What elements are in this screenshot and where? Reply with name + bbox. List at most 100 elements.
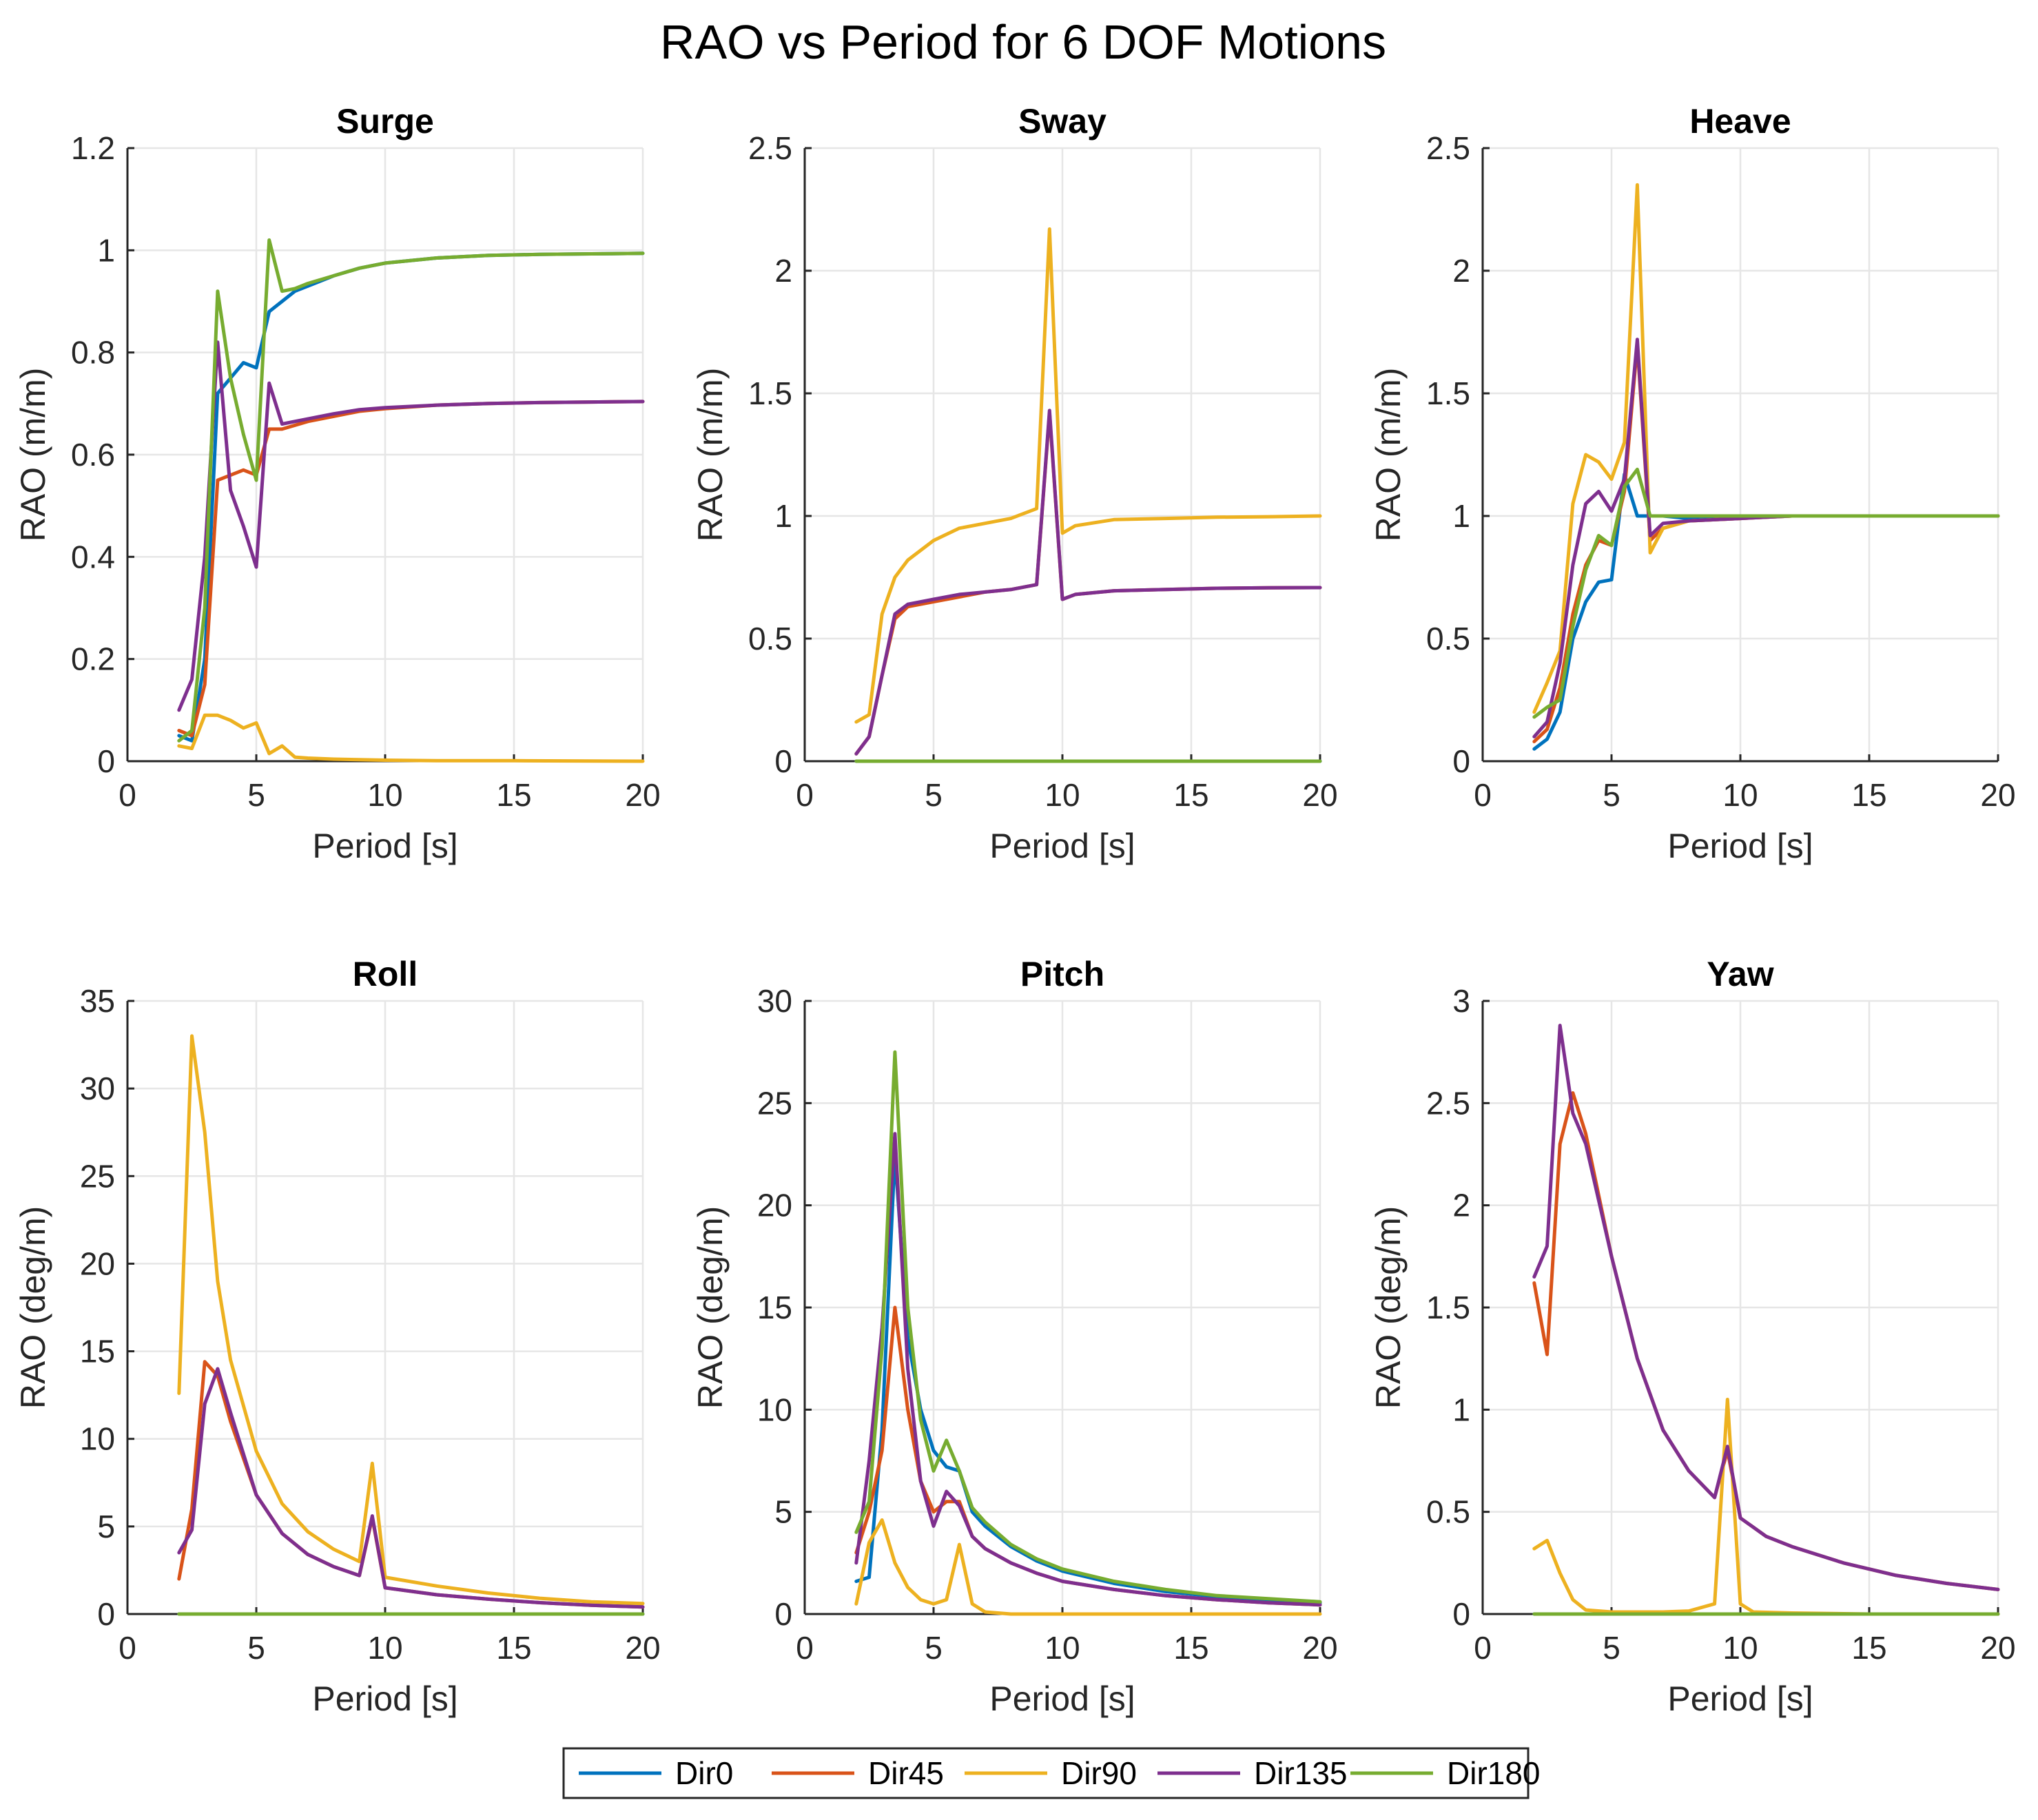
yaw-y-tick-label: 0 — [1452, 1596, 1470, 1632]
surge-y-tick-label: 0 — [97, 743, 115, 779]
roll-y-tick-label: 15 — [80, 1334, 115, 1369]
roll-series-dir135 — [177, 1367, 645, 1609]
sway-y-axis-label: RAO (m/m) — [691, 368, 730, 542]
pitch-x-tick-label: 0 — [796, 1630, 814, 1666]
yaw-y-tick-label: 2.5 — [1426, 1085, 1470, 1121]
figure-title: RAO vs Period for 6 DOF Motions — [660, 15, 1386, 69]
sway-y-tick-label: 2 — [774, 253, 792, 289]
pitch-x-axis-label: Period [s] — [989, 1679, 1135, 1718]
pitch-y-tick-label: 20 — [757, 1188, 792, 1223]
heave-y-axis-label: RAO (m/m) — [1369, 368, 1408, 542]
heave-x-tick-label: 10 — [1722, 777, 1758, 813]
yaw-series-dir135 — [1532, 1024, 2000, 1591]
pitch-series-dir135 — [854, 1132, 1322, 1607]
yaw-y-tick-label: 0.5 — [1426, 1494, 1470, 1530]
roll-y-axis-label: RAO (deg/m) — [14, 1206, 52, 1409]
surge-y-axis-label: RAO (m/m) — [14, 368, 52, 542]
sway-x-tick-label: 0 — [796, 777, 814, 813]
subplot-heave: Heave 0 5 10 15 20 0 0.5 1 1.5 2 2.5 Period [s] RAO (… — [1369, 102, 2016, 865]
yaw-x-tick-label: 0 — [1474, 1630, 1492, 1666]
yaw-x-tick-label: 5 — [1603, 1630, 1620, 1666]
sway-title: Sway — [1018, 102, 1107, 141]
pitch-series-dir90 — [854, 1518, 1322, 1616]
heave-x-axis-label: Period [s] — [1667, 827, 1813, 865]
surge-x-tick-label: 5 — [247, 777, 265, 813]
roll-x-tick-label: 15 — [496, 1630, 531, 1666]
roll-x-tick-label: 0 — [119, 1630, 136, 1666]
sway-x-tick-label: 10 — [1044, 777, 1080, 813]
sway-series-dir90 — [854, 227, 1322, 724]
pitch-x-tick-label: 5 — [925, 1630, 943, 1666]
yaw-title: Yaw — [1707, 955, 1773, 993]
heave-y-tick-label: 2.5 — [1426, 130, 1470, 166]
yaw-y-tick-label: 2 — [1452, 1188, 1470, 1223]
pitch-y-tick-label: 30 — [757, 983, 792, 1019]
subplot-yaw: Yaw 0 5 10 15 20 0 0.5 1 1.5 2 2.5 3 Period [s] RAO (d… — [1369, 955, 2016, 1718]
heave-y-tick-label: 2 — [1452, 253, 1470, 289]
heave-y-tick-label: 1.5 — [1426, 375, 1470, 411]
heave-y-tick-label: 0 — [1452, 743, 1470, 779]
surge-y-tick-label: 0.6 — [71, 437, 115, 473]
pitch-y-tick-label: 15 — [757, 1290, 792, 1325]
yaw-x-tick-label: 20 — [1980, 1630, 2015, 1666]
surge-y-tick-label: 1.2 — [71, 130, 115, 166]
heave-x-tick-label: 20 — [1980, 777, 2015, 813]
surge-x-tick-label: 0 — [119, 777, 136, 813]
roll-x-tick-label: 5 — [247, 1630, 265, 1666]
sway-y-tick-label: 1 — [774, 498, 792, 534]
yaw-y-tick-label: 1.5 — [1426, 1290, 1470, 1325]
yaw-x-tick-label: 15 — [1851, 1630, 1886, 1666]
legend: Dir0 Dir45 Dir90 Dir135 Dir180 — [562, 1747, 1541, 1799]
roll-x-tick-label: 20 — [625, 1630, 660, 1666]
surge-x-tick-label: 20 — [625, 777, 660, 813]
sway-series-dir135 — [854, 409, 1322, 756]
surge-y-tick-label: 0.8 — [71, 335, 115, 371]
yaw-y-tick-label: 3 — [1452, 983, 1470, 1019]
roll-series-dir90 — [177, 1034, 645, 1606]
pitch-x-tick-label: 15 — [1173, 1630, 1208, 1666]
roll-y-tick-label: 20 — [80, 1245, 115, 1281]
pitch-x-tick-label: 10 — [1044, 1630, 1080, 1666]
surge-series-dir180 — [177, 238, 645, 743]
surge-x-tick-label: 15 — [496, 777, 531, 813]
legend-label-dir135: Dir135 — [1254, 1755, 1348, 1791]
pitch-y-tick-label: 0 — [774, 1596, 792, 1632]
pitch-y-tick-label: 5 — [774, 1494, 792, 1530]
surge-y-tick-label: 1 — [97, 232, 115, 268]
legend-label-dir45: Dir45 — [868, 1755, 944, 1791]
subplot-surge: Surge 0 5 10 15 20 0 0.2 0.4 0.6 0.8 1 1.2 Period [s]… — [14, 102, 661, 865]
pitch-y-tick-label: 25 — [757, 1085, 792, 1121]
sway-x-tick-label: 20 — [1302, 777, 1337, 813]
surge-title: Surge — [336, 102, 434, 141]
roll-y-tick-label: 0 — [97, 1596, 115, 1632]
pitch-y-tick-label: 10 — [757, 1392, 792, 1427]
yaw-x-axis-label: Period [s] — [1667, 1679, 1813, 1718]
heave-x-tick-label: 5 — [1603, 777, 1620, 813]
sway-y-tick-label: 0.5 — [748, 621, 792, 656]
subplot-sway: Sway 0 5 10 15 20 0 0.5 1 1.5 2 2.5 Period [s] RAO (m… — [691, 102, 1338, 865]
pitch-title: Pitch — [1020, 955, 1104, 993]
heave-x-tick-label: 15 — [1851, 777, 1886, 813]
heave-x-tick-label: 0 — [1474, 777, 1492, 813]
sway-x-tick-label: 15 — [1173, 777, 1208, 813]
surge-series-dir90 — [177, 713, 645, 763]
surge-y-tick-label: 0.4 — [71, 539, 115, 575]
surge-x-axis-label: Period [s] — [312, 827, 457, 865]
surge-x-tick-label: 10 — [367, 777, 402, 813]
heave-y-tick-label: 0.5 — [1426, 621, 1470, 656]
legend-label-dir90: Dir90 — [1061, 1755, 1137, 1791]
surge-y-tick-label: 0.2 — [71, 641, 115, 677]
roll-y-tick-label: 10 — [80, 1421, 115, 1457]
sway-y-tick-label: 1.5 — [748, 375, 792, 411]
subplot-roll: Roll 0 5 10 15 20 0 5 10 15 20 25 30 35 Period [s] RAO … — [14, 955, 661, 1718]
heave-y-tick-label: 1 — [1452, 498, 1470, 534]
sway-x-tick-label: 5 — [925, 777, 943, 813]
heave-series-dir180 — [1532, 467, 2000, 719]
yaw-y-tick-label: 1 — [1452, 1392, 1470, 1427]
legend-label-dir180: Dir180 — [1447, 1755, 1541, 1791]
yaw-y-axis-label: RAO (deg/m) — [1369, 1206, 1408, 1409]
sway-x-axis-label: Period [s] — [989, 827, 1135, 865]
